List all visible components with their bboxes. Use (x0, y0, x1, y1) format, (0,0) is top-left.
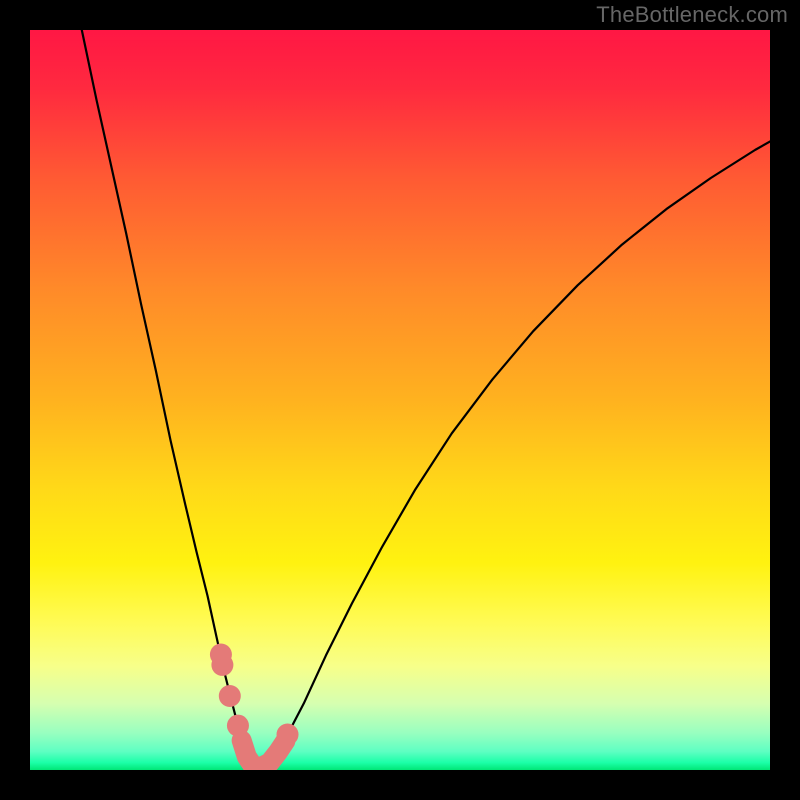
watermark-text: TheBottleneck.com (596, 2, 788, 28)
bottleneck-chart (0, 0, 800, 800)
marker-dot (219, 685, 241, 707)
marker-dot (227, 715, 249, 737)
plot-background (30, 30, 770, 770)
marker-dot (277, 723, 299, 745)
marker-dot (211, 654, 233, 676)
